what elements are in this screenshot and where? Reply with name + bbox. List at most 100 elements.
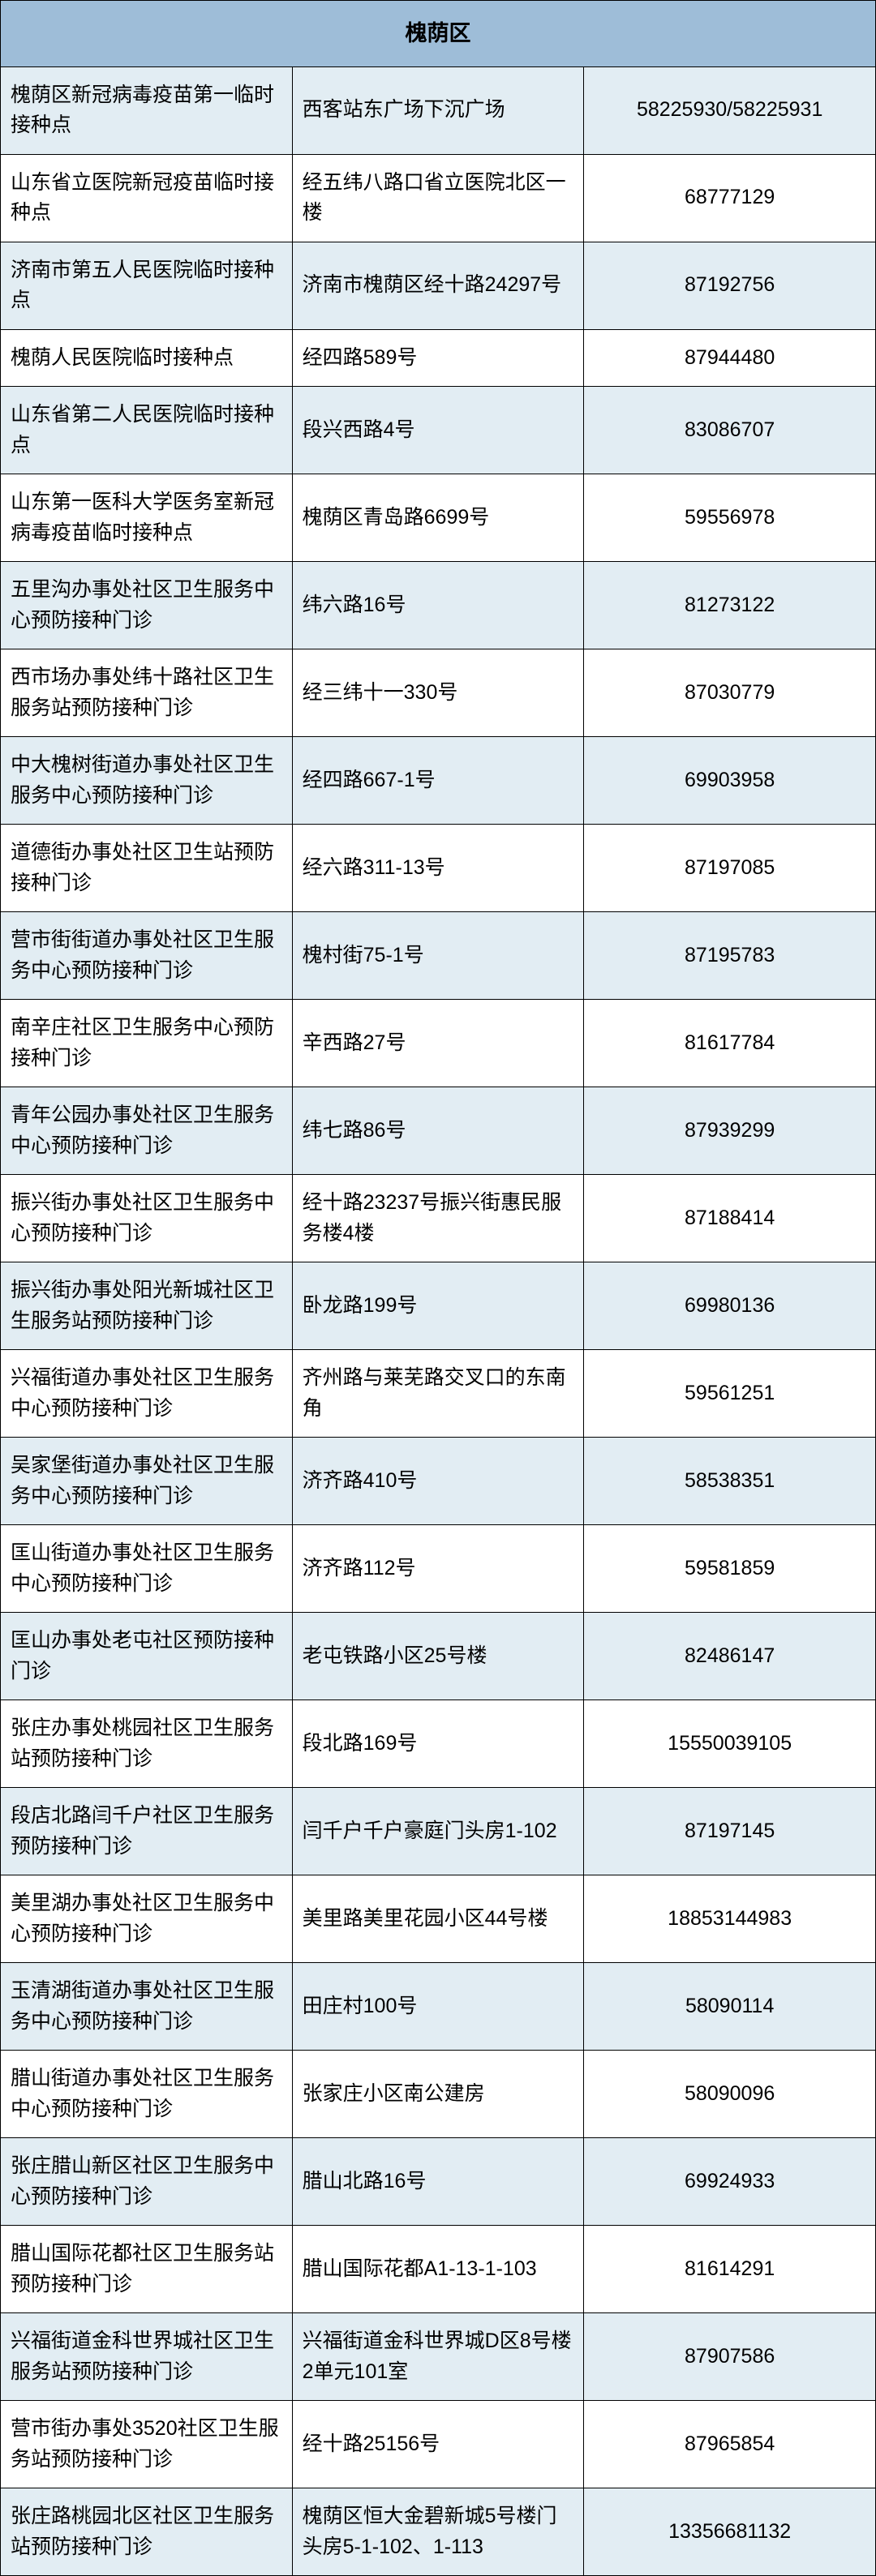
site-phone-cell: 59556978: [584, 474, 876, 562]
table-row: 张庄腊山新区社区卫生服务中心预防接种门诊腊山北路16号69924933: [1, 2138, 876, 2226]
site-name-cell: 振兴街办事处社区卫生服务中心预防接种门诊: [1, 1175, 293, 1262]
table-row: 道德街办事处社区卫生站预防接种门诊经六路311-13号87197085: [1, 825, 876, 912]
site-name-cell: 匡山办事处老屯社区预防接种门诊: [1, 1613, 293, 1700]
site-phone-cell: 81617784: [584, 1000, 876, 1087]
site-address-cell: 闫千户千户豪庭门头房1-102: [292, 1788, 584, 1875]
site-phone-cell: 59561251: [584, 1350, 876, 1438]
site-phone-cell: 69980136: [584, 1262, 876, 1350]
site-phone-cell: 58225930/58225931: [584, 66, 876, 154]
table-row: 青年公园办事处社区卫生服务中心预防接种门诊纬七路86号87939299: [1, 1087, 876, 1175]
site-name-cell: 美里湖办事处社区卫生服务中心预防接种门诊: [1, 1875, 293, 1963]
table-row: 匡山街道办事处社区卫生服务中心预防接种门诊济齐路112号59581859: [1, 1525, 876, 1613]
site-name-cell: 青年公园办事处社区卫生服务中心预防接种门诊: [1, 1087, 293, 1175]
site-name-cell: 中大槐树街道办事处社区卫生服务中心预防接种门诊: [1, 737, 293, 825]
site-name-cell: 山东省第二人民医院临时接种点: [1, 387, 293, 474]
site-address-cell: 田庄村100号: [292, 1963, 584, 2051]
site-phone-cell: 82486147: [584, 1613, 876, 1700]
site-address-cell: 经十路23237号振兴街惠民服务楼4楼: [292, 1175, 584, 1262]
site-address-cell: 西客站东广场下沉广场: [292, 66, 584, 154]
site-address-cell: 济齐路112号: [292, 1525, 584, 1613]
table-row: 营市街街道办事处社区卫生服务中心预防接种门诊槐村街75-1号87195783: [1, 912, 876, 1000]
table-row: 兴福街道金科世界城社区卫生服务站预防接种门诊兴福街道金科世界城D区8号楼2单元1…: [1, 2313, 876, 2401]
table-row: 五里沟办事处社区卫生服务中心预防接种门诊纬六路16号81273122: [1, 562, 876, 649]
site-phone-cell: 68777129: [584, 154, 876, 242]
vaccination-sites-table-container: 槐荫区 槐荫区新冠病毒疫苗第一临时接种点西客站东广场下沉广场58225930/5…: [0, 0, 876, 2576]
table-row: 山东省立医院新冠疫苗临时接种点经五纬八路口省立医院北区一楼68777129: [1, 154, 876, 242]
site-address-cell: 张家庄小区南公建房: [292, 2051, 584, 2138]
site-phone-cell: 87188414: [584, 1175, 876, 1262]
site-address-cell: 经六路311-13号: [292, 825, 584, 912]
site-phone-cell: 87197145: [584, 1788, 876, 1875]
table-row: 玉清湖街道办事处社区卫生服务中心预防接种门诊田庄村100号58090114: [1, 1963, 876, 2051]
site-address-cell: 经十路25156号: [292, 2401, 584, 2488]
site-name-cell: 兴福街道办事处社区卫生服务中心预防接种门诊: [1, 1350, 293, 1438]
site-address-cell: 槐村街75-1号: [292, 912, 584, 1000]
site-name-cell: 玉清湖街道办事处社区卫生服务中心预防接种门诊: [1, 1963, 293, 2051]
site-name-cell: 五里沟办事处社区卫生服务中心预防接种门诊: [1, 562, 293, 649]
table-row: 美里湖办事处社区卫生服务中心预防接种门诊美里路美里花园小区44号楼1885314…: [1, 1875, 876, 1963]
site-address-cell: 经五纬八路口省立医院北区一楼: [292, 154, 584, 242]
site-phone-cell: 87192756: [584, 242, 876, 329]
table-row: 南辛庄社区卫生服务中心预防接种门诊辛西路27号81617784: [1, 1000, 876, 1087]
table-row: 营市街办事处3520社区卫生服务站预防接种门诊经十路25156号87965854: [1, 2401, 876, 2488]
table-title: 槐荫区: [1, 1, 876, 67]
site-name-cell: 振兴街办事处阳光新城社区卫生服务站预防接种门诊: [1, 1262, 293, 1350]
site-name-cell: 兴福街道金科世界城社区卫生服务站预防接种门诊: [1, 2313, 293, 2401]
table-row: 腊山国际花都社区卫生服务站预防接种门诊腊山国际花都A1-13-1-1038161…: [1, 2226, 876, 2313]
site-name-cell: 南辛庄社区卫生服务中心预防接种门诊: [1, 1000, 293, 1087]
site-phone-cell: 13356681132: [584, 2488, 876, 2576]
site-phone-cell: 87197085: [584, 825, 876, 912]
site-name-cell: 腊山街道办事处社区卫生服务中心预防接种门诊: [1, 2051, 293, 2138]
table-row: 西市场办事处纬十路社区卫生服务站预防接种门诊经三纬十一330号87030779: [1, 649, 876, 737]
site-phone-cell: 87965854: [584, 2401, 876, 2488]
site-name-cell: 槐荫区新冠病毒疫苗第一临时接种点: [1, 66, 293, 154]
site-phone-cell: 58090096: [584, 2051, 876, 2138]
site-phone-cell: 58090114: [584, 1963, 876, 2051]
site-name-cell: 山东省立医院新冠疫苗临时接种点: [1, 154, 293, 242]
table-row: 腊山街道办事处社区卫生服务中心预防接种门诊张家庄小区南公建房58090096: [1, 2051, 876, 2138]
table-body: 槐荫区新冠病毒疫苗第一临时接种点西客站东广场下沉广场58225930/58225…: [1, 66, 876, 2576]
site-address-cell: 经四路589号: [292, 329, 584, 387]
site-address-cell: 段兴西路4号: [292, 387, 584, 474]
site-phone-cell: 81614291: [584, 2226, 876, 2313]
site-phone-cell: 83086707: [584, 387, 876, 474]
site-address-cell: 段北路169号: [292, 1700, 584, 1788]
table-row: 槐荫区新冠病毒疫苗第一临时接种点西客站东广场下沉广场58225930/58225…: [1, 66, 876, 154]
site-address-cell: 老屯铁路小区25号楼: [292, 1613, 584, 1700]
site-address-cell: 卧龙路199号: [292, 1262, 584, 1350]
site-name-cell: 张庄路桃园北区社区卫生服务站预防接种门诊: [1, 2488, 293, 2576]
site-address-cell: 槐荫区恒大金碧新城5号楼门头房5-1-102、1-113: [292, 2488, 584, 2576]
table-row: 匡山办事处老屯社区预防接种门诊老屯铁路小区25号楼82486147: [1, 1613, 876, 1700]
site-address-cell: 兴福街道金科世界城D区8号楼2单元101室: [292, 2313, 584, 2401]
site-address-cell: 济南市槐荫区经十路24297号: [292, 242, 584, 329]
site-name-cell: 张庄腊山新区社区卫生服务中心预防接种门诊: [1, 2138, 293, 2226]
table-row: 中大槐树街道办事处社区卫生服务中心预防接种门诊经四路667-1号69903958: [1, 737, 876, 825]
table-row: 张庄路桃园北区社区卫生服务站预防接种门诊槐荫区恒大金碧新城5号楼门头房5-1-1…: [1, 2488, 876, 2576]
table-row: 山东省第二人民医院临时接种点段兴西路4号83086707: [1, 387, 876, 474]
table-row: 山东第一医科大学医务室新冠病毒疫苗临时接种点槐荫区青岛路6699号5955697…: [1, 474, 876, 562]
site-name-cell: 张庄办事处桃园社区卫生服务站预防接种门诊: [1, 1700, 293, 1788]
site-name-cell: 营市街办事处3520社区卫生服务站预防接种门诊: [1, 2401, 293, 2488]
table-row: 兴福街道办事处社区卫生服务中心预防接种门诊齐州路与莱芜路交叉口的东南角59561…: [1, 1350, 876, 1438]
table-row: 济南市第五人民医院临时接种点济南市槐荫区经十路24297号87192756: [1, 242, 876, 329]
site-phone-cell: 81273122: [584, 562, 876, 649]
site-name-cell: 道德街办事处社区卫生站预防接种门诊: [1, 825, 293, 912]
site-name-cell: 匡山街道办事处社区卫生服务中心预防接种门诊: [1, 1525, 293, 1613]
site-phone-cell: 59581859: [584, 1525, 876, 1613]
site-phone-cell: 69924933: [584, 2138, 876, 2226]
site-name-cell: 营市街街道办事处社区卫生服务中心预防接种门诊: [1, 912, 293, 1000]
site-name-cell: 山东第一医科大学医务室新冠病毒疫苗临时接种点: [1, 474, 293, 562]
table-row: 振兴街办事处社区卫生服务中心预防接种门诊经十路23237号振兴街惠民服务楼4楼8…: [1, 1175, 876, 1262]
site-address-cell: 纬七路86号: [292, 1087, 584, 1175]
site-name-cell: 槐荫人民医院临时接种点: [1, 329, 293, 387]
site-address-cell: 槐荫区青岛路6699号: [292, 474, 584, 562]
site-name-cell: 腊山国际花都社区卫生服务站预防接种门诊: [1, 2226, 293, 2313]
site-name-cell: 吴家堡街道办事处社区卫生服务中心预防接种门诊: [1, 1438, 293, 1525]
table-row: 槐荫人民医院临时接种点经四路589号87944480: [1, 329, 876, 387]
site-address-cell: 美里路美里花园小区44号楼: [292, 1875, 584, 1963]
site-name-cell: 西市场办事处纬十路社区卫生服务站预防接种门诊: [1, 649, 293, 737]
site-phone-cell: 15550039105: [584, 1700, 876, 1788]
table-header-row: 槐荫区: [1, 1, 876, 67]
table-row: 振兴街办事处阳光新城社区卫生服务站预防接种门诊卧龙路199号69980136: [1, 1262, 876, 1350]
site-address-cell: 经三纬十一330号: [292, 649, 584, 737]
